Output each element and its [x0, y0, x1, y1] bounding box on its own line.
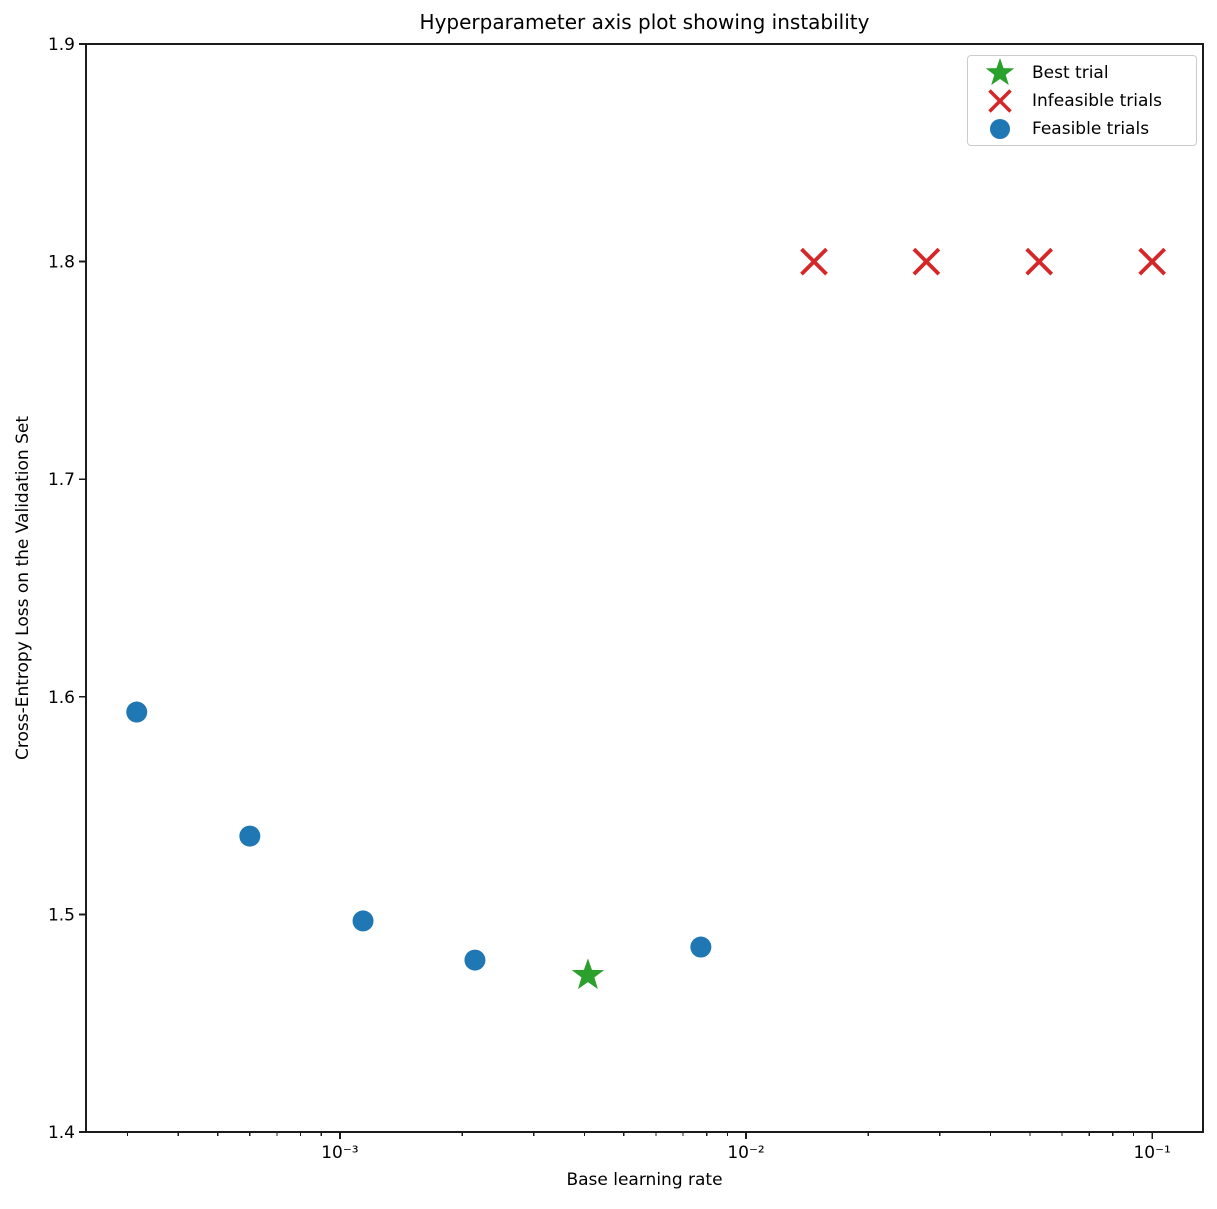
star-icon — [985, 57, 1015, 85]
legend-entry-feasible-trials: Feasible trials — [978, 115, 1196, 143]
feasible-trial-marker — [239, 825, 261, 847]
x-tick-label: 10⁻¹ — [1133, 1143, 1170, 1163]
y-tick-label: 1.7 — [48, 470, 75, 490]
feasible-trial-marker — [126, 701, 148, 723]
infeasible-trial-marker — [912, 247, 941, 276]
feasible-trial-marker — [352, 910, 374, 932]
legend-label-best-trial: Best trial — [1032, 62, 1109, 83]
circle-marker-icon — [990, 118, 1010, 139]
infeasible-trial-marker — [1025, 247, 1054, 276]
y-tick-label: 1.8 — [48, 253, 75, 273]
x-tick-label: 10⁻² — [727, 1143, 764, 1163]
best-trial-marker — [571, 958, 605, 990]
legend-entry-best-trial: Best trial — [978, 57, 1196, 87]
infeasible-trial-marker — [800, 247, 828, 276]
legend-label-feasible-trials: Feasible trials — [1032, 118, 1150, 139]
plot-border — [85, 43, 1204, 1133]
feasible-trial-marker — [690, 936, 712, 958]
x-axis-title: Base learning rate — [566, 1170, 723, 1190]
y-tick-label: 1.9 — [48, 35, 75, 55]
y-tick-label: 1.5 — [48, 905, 75, 925]
x-marker-icon — [988, 88, 1012, 113]
infeasible-trial-marker — [1138, 247, 1167, 276]
chart-title: Hyperparameter axis plot showing instabi… — [419, 10, 870, 34]
x-tick-label: 10⁻³ — [321, 1143, 358, 1163]
legend-entry-infeasible-trials: Infeasible trials — [978, 87, 1196, 115]
legend-label-infeasible-trials: Infeasible trials — [1032, 90, 1162, 111]
legend: Best trial Infeasible trials Feasible tr… — [967, 55, 1197, 146]
y-tick-label: 1.6 — [48, 688, 75, 708]
y-tick-label: 1.4 — [48, 1123, 75, 1143]
feasible-trial-marker — [464, 949, 486, 971]
